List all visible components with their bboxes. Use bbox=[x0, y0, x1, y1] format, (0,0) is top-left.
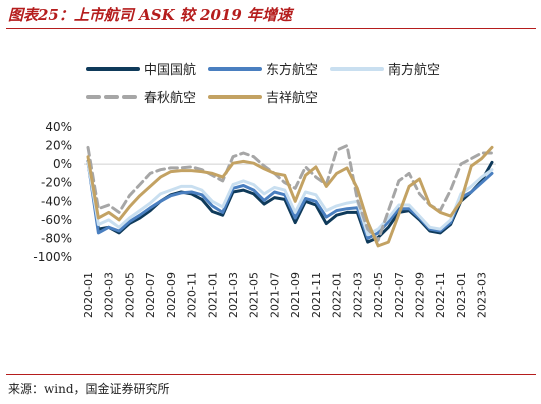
x-tick-label: 2020-05 bbox=[123, 272, 136, 318]
x-tick-label: 2022-07 bbox=[393, 272, 406, 318]
legend-label: 中国国航 bbox=[144, 62, 196, 78]
x-tick-label: 2021-11 bbox=[310, 272, 323, 318]
x-tick-label: 2023-03 bbox=[476, 272, 489, 318]
x-tick-label: 2021-03 bbox=[227, 272, 240, 318]
x-tick-label: 2021-07 bbox=[268, 272, 281, 318]
x-tick-label: 2020-01 bbox=[82, 272, 95, 318]
source-rule bbox=[6, 374, 536, 375]
legend-label: 东方航空 bbox=[266, 62, 318, 78]
x-tick-label: 2023-01 bbox=[455, 272, 468, 318]
y-tick-label: 0% bbox=[53, 157, 72, 171]
y-tick-label: 20% bbox=[45, 139, 72, 153]
x-tick-label: 2020-03 bbox=[103, 272, 116, 318]
y-tick-label: -100% bbox=[33, 250, 72, 264]
x-tick-label: 2022-01 bbox=[331, 272, 344, 318]
y-tick-label: 40% bbox=[45, 120, 72, 134]
x-tick-label: 2020-09 bbox=[165, 272, 178, 318]
figure-title: 图表25：上市航司 ASK 较 2019 年增速 bbox=[8, 6, 293, 24]
source-note: 来源：wind，国金证券研究所 bbox=[8, 382, 170, 396]
x-tick-label: 2021-01 bbox=[206, 272, 219, 318]
x-tick-label: 2020-07 bbox=[144, 272, 157, 318]
x-tick-label: 2022-05 bbox=[372, 272, 385, 318]
legend-label: 吉祥航空 bbox=[266, 90, 318, 106]
series-lines bbox=[86, 144, 494, 248]
x-tick-label: 2020-11 bbox=[186, 272, 199, 318]
y-tick-label: -40% bbox=[41, 194, 72, 208]
x-axis: 2020-01 2020-03 2020-05 2020-07 2020-09 2020-… bbox=[82, 272, 489, 318]
x-tick-label: 2022-09 bbox=[413, 272, 426, 318]
y-tick-label: -80% bbox=[41, 231, 72, 245]
x-tick-label: 2022-11 bbox=[434, 272, 447, 318]
legend-label: 春秋航空 bbox=[144, 90, 196, 106]
series-line bbox=[86, 145, 494, 248]
series-line bbox=[86, 160, 494, 237]
y-tick-label: -60% bbox=[41, 213, 72, 227]
x-tick-label: 2021-05 bbox=[248, 272, 261, 318]
title-rule bbox=[6, 28, 536, 29]
y-axis: 40% 20% 0% -20% -40% -60% -80% -100% bbox=[33, 120, 72, 264]
x-tick-label: 2021-09 bbox=[289, 272, 302, 318]
legend-label: 南方航空 bbox=[388, 62, 440, 78]
x-tick-label: 2022-03 bbox=[351, 272, 364, 318]
y-tick-label: -20% bbox=[41, 176, 72, 190]
